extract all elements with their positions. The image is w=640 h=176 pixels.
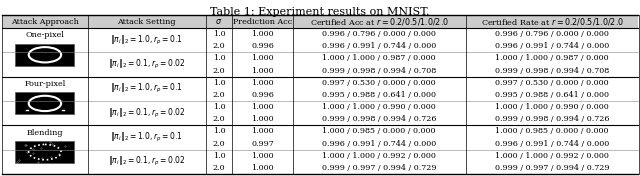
Text: 0.997 / 0.530 / 0.000 / 0.000: 0.997 / 0.530 / 0.000 / 0.000 (495, 79, 609, 87)
Text: $\|\pi_i\|_2 = 1.0, r_p = 0.1$: $\|\pi_i\|_2 = 1.0, r_p = 0.1$ (111, 131, 183, 144)
Text: 1.000: 1.000 (251, 54, 274, 62)
Text: Attack Approach: Attack Approach (11, 17, 79, 26)
Text: 1.000: 1.000 (251, 79, 274, 87)
Text: 2.0: 2.0 (212, 115, 225, 123)
Text: 1.0: 1.0 (212, 79, 225, 87)
Text: 1.000: 1.000 (251, 115, 274, 123)
Text: 1.000 / 1.000 / 0.987 / 0.000: 1.000 / 1.000 / 0.987 / 0.000 (495, 54, 609, 62)
Bar (15, 141, 74, 163)
Text: Four-pixel: Four-pixel (24, 80, 65, 88)
Text: 1.000 / 1.000 / 0.992 / 0.000: 1.000 / 1.000 / 0.992 / 0.000 (495, 152, 609, 160)
Text: 0.999 / 0.997 / 0.994 / 0.729: 0.999 / 0.997 / 0.994 / 0.729 (322, 164, 436, 172)
Text: 1.000 / 1.000 / 0.990 / 0.000: 1.000 / 1.000 / 0.990 / 0.000 (495, 103, 609, 111)
Text: 0.999 / 0.998 / 0.994 / 0.726: 0.999 / 0.998 / 0.994 / 0.726 (322, 115, 436, 123)
Text: 2.0: 2.0 (212, 164, 225, 172)
Text: 0.995 / 0.988 / 0.641 / 0.000: 0.995 / 0.988 / 0.641 / 0.000 (322, 91, 436, 99)
Text: 2.0: 2.0 (212, 91, 225, 99)
Text: 0.996: 0.996 (251, 42, 274, 50)
Text: 1.000: 1.000 (251, 152, 274, 160)
Text: 1.0: 1.0 (212, 30, 225, 38)
Text: $\|\pi_i\|_2 = 0.1, r_p = 0.02$: $\|\pi_i\|_2 = 0.1, r_p = 0.02$ (108, 107, 186, 120)
Text: One-pixel: One-pixel (26, 31, 65, 39)
Text: $\sigma$: $\sigma$ (215, 17, 223, 26)
Text: 1.000 / 0.985 / 0.000 / 0.000: 1.000 / 0.985 / 0.000 / 0.000 (495, 127, 609, 135)
Text: 0.999 / 0.998 / 0.994 / 0.708: 0.999 / 0.998 / 0.994 / 0.708 (322, 67, 436, 75)
Text: 1.000: 1.000 (251, 164, 274, 172)
Bar (15, 92, 74, 114)
Text: 2.0: 2.0 (212, 140, 225, 148)
Text: 1.000: 1.000 (251, 127, 274, 135)
Text: 0.996 / 0.991 / 0.744 / 0.000: 0.996 / 0.991 / 0.744 / 0.000 (322, 42, 436, 50)
Text: 1.000 / 0.985 / 0.000 / 0.000: 1.000 / 0.985 / 0.000 / 0.000 (323, 127, 436, 135)
Text: 0.999 / 0.998 / 0.994 / 0.726: 0.999 / 0.998 / 0.994 / 0.726 (495, 115, 609, 123)
Text: $\|\pi_i\|_2 = 0.1, r_p = 0.02$: $\|\pi_i\|_2 = 0.1, r_p = 0.02$ (108, 58, 186, 71)
Text: Attack Setting: Attack Setting (118, 17, 176, 26)
Text: Certified Rate at $r = 0.2/0.5/1.0/2.0$: Certified Rate at $r = 0.2/0.5/1.0/2.0$ (481, 16, 623, 27)
Text: 0.996 / 0.796 / 0.000 / 0.000: 0.996 / 0.796 / 0.000 / 0.000 (495, 30, 609, 38)
Text: 0.997 / 0.530 / 0.000 / 0.000: 0.997 / 0.530 / 0.000 / 0.000 (323, 79, 436, 87)
Text: 1.000 / 1.000 / 0.992 / 0.000: 1.000 / 1.000 / 0.992 / 0.000 (322, 152, 436, 160)
Text: 2.0: 2.0 (212, 42, 225, 50)
Text: Prediction Acc: Prediction Acc (233, 17, 292, 26)
Text: 1.000: 1.000 (251, 67, 274, 75)
Text: $\|\pi_i\|_2 = 1.0, r_p = 0.1$: $\|\pi_i\|_2 = 1.0, r_p = 0.1$ (111, 82, 183, 95)
Text: 0.996: 0.996 (251, 91, 274, 99)
Text: 0.995 / 0.988 / 0.641 / 0.000: 0.995 / 0.988 / 0.641 / 0.000 (495, 91, 609, 99)
Text: $\|\pi_i\|_2 = 0.1, r_p = 0.02$: $\|\pi_i\|_2 = 0.1, r_p = 0.02$ (108, 155, 186, 168)
Text: 1.000 / 1.000 / 0.987 / 0.000: 1.000 / 1.000 / 0.987 / 0.000 (323, 54, 436, 62)
Text: Table 1: Experiment results on MNIST.: Table 1: Experiment results on MNIST. (211, 7, 429, 17)
Text: 1.0: 1.0 (212, 54, 225, 62)
Text: $\|\pi_i\|_2 = 1.0, r_p = 0.1$: $\|\pi_i\|_2 = 1.0, r_p = 0.1$ (111, 34, 183, 47)
Text: 0.996 / 0.796 / 0.000 / 0.000: 0.996 / 0.796 / 0.000 / 0.000 (322, 30, 436, 38)
Text: Blending: Blending (27, 129, 63, 137)
Text: 1.0: 1.0 (212, 127, 225, 135)
Bar (15, 44, 74, 66)
Text: 0.999 / 0.998 / 0.994 / 0.708: 0.999 / 0.998 / 0.994 / 0.708 (495, 67, 609, 75)
Text: 1.0: 1.0 (212, 152, 225, 160)
Text: 2.0: 2.0 (212, 67, 225, 75)
Text: Certified Acc at $r = 0.2/0.5/1.0/2.0$: Certified Acc at $r = 0.2/0.5/1.0/2.0$ (310, 16, 449, 27)
Text: 0.996 / 0.991 / 0.744 / 0.000: 0.996 / 0.991 / 0.744 / 0.000 (495, 140, 609, 148)
Text: 0.999 / 0.997 / 0.994 / 0.729: 0.999 / 0.997 / 0.994 / 0.729 (495, 164, 609, 172)
Text: 1.000: 1.000 (251, 30, 274, 38)
Text: 1.0: 1.0 (212, 103, 225, 111)
Text: 1.000: 1.000 (251, 103, 274, 111)
Text: 0.996 / 0.991 / 0.744 / 0.000: 0.996 / 0.991 / 0.744 / 0.000 (495, 42, 609, 50)
Text: 1.000 / 1.000 / 0.990 / 0.000: 1.000 / 1.000 / 0.990 / 0.000 (323, 103, 436, 111)
Bar (2, 15, 638, 28)
Text: 0.997: 0.997 (251, 140, 274, 148)
Text: 0.996 / 0.991 / 0.744 / 0.000: 0.996 / 0.991 / 0.744 / 0.000 (322, 140, 436, 148)
